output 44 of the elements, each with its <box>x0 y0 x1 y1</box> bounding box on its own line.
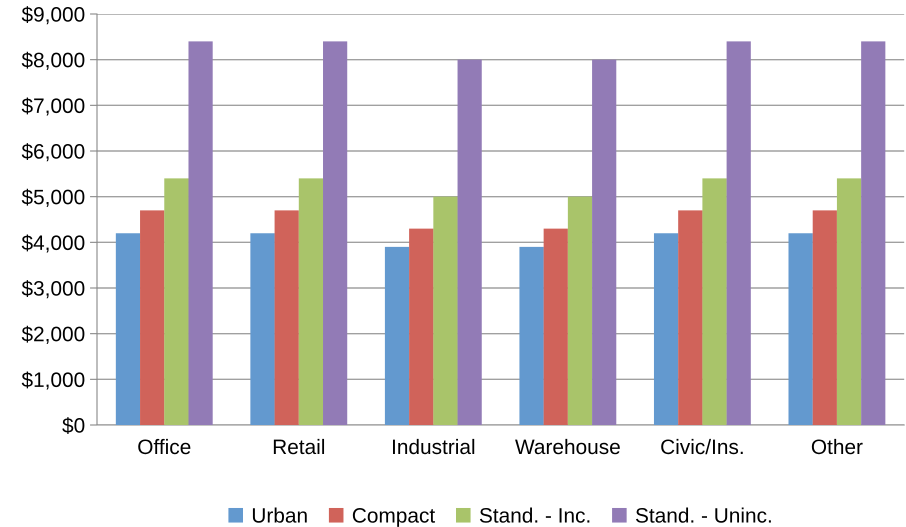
bar <box>323 41 348 425</box>
bar <box>458 60 482 425</box>
bar <box>433 196 458 425</box>
bar <box>788 233 813 425</box>
y-tick-label: $0 <box>62 417 84 434</box>
bar <box>654 233 678 425</box>
bar <box>544 228 568 425</box>
y-tick-label: $4,000 <box>22 234 84 253</box>
legend-label: Stand. - Uninc. <box>636 507 771 523</box>
bar <box>592 60 616 425</box>
y-tick-label: $7,000 <box>22 97 84 116</box>
bar <box>568 196 592 425</box>
x-tick-label: Civic/Ins. <box>661 438 743 454</box>
bar <box>519 246 544 425</box>
x-tick-label: Industrial <box>392 438 474 454</box>
y-tick-label: $6,000 <box>22 143 84 162</box>
x-tick-label: Other <box>812 438 863 454</box>
bar <box>274 210 299 425</box>
y-tick-label: $9,000 <box>22 6 84 24</box>
bar <box>409 228 434 425</box>
bar <box>726 41 751 425</box>
y-tick-label: $3,000 <box>22 280 84 298</box>
y-tick-label: $1,000 <box>22 371 84 390</box>
bar <box>188 41 213 425</box>
x-tick-label: Office <box>138 438 190 454</box>
bar <box>836 178 862 425</box>
bar <box>164 178 188 425</box>
bar <box>384 246 410 425</box>
bar <box>116 233 140 425</box>
bar <box>702 178 727 425</box>
bar <box>678 210 702 425</box>
y-tick-label: $2,000 <box>22 326 84 344</box>
y-tick-label: $8,000 <box>22 52 84 70</box>
bar <box>298 178 324 425</box>
x-tick-label: Warehouse <box>515 438 620 454</box>
x-tick-label: Retail <box>274 438 324 454</box>
bar <box>861 41 886 425</box>
bar <box>140 210 164 425</box>
bar <box>250 233 275 425</box>
y-tick-label: $5,000 <box>22 188 84 207</box>
legend-label: Urban <box>252 507 307 523</box>
legend-label: Stand. - Inc. <box>480 507 590 523</box>
bar <box>812 210 837 425</box>
legend-label: Compact <box>352 508 436 527</box>
